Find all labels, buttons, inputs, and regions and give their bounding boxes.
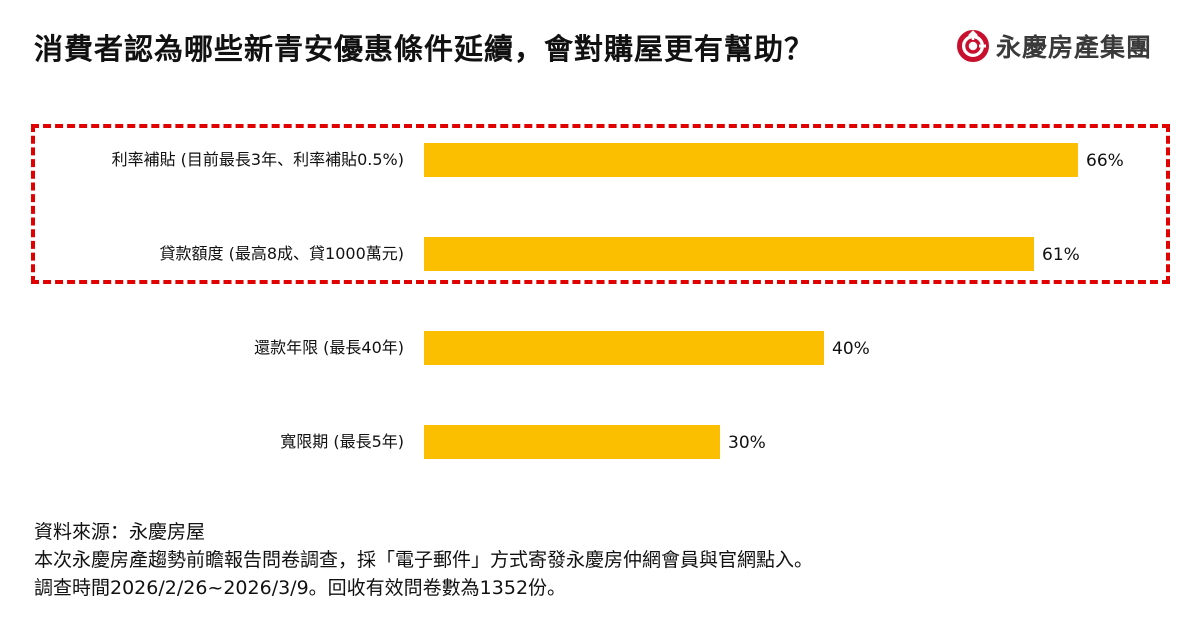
bar-row: 利率補貼 (目前最長3年、利率補貼0.5%) 66%	[0, 143, 1200, 177]
source-note: 資料來源：永慶房屋	[34, 521, 206, 543]
bar-label: 寬限期 (最長5年)	[280, 432, 404, 451]
bar-value-label: 30%	[728, 433, 766, 453]
bar-row: 寬限期 (最長5年) 30%	[0, 425, 1200, 459]
bar	[424, 143, 1078, 177]
brand-logo: 永慶房產集團	[956, 28, 1152, 64]
bar	[424, 331, 824, 365]
highlight-dashed-box	[31, 124, 1170, 284]
bar-row: 還款年限 (最長40年) 40%	[0, 331, 1200, 365]
logo-text: 永慶房產集團	[996, 33, 1153, 62]
method-note: 本次永慶房產趨勢前瞻報告問卷調查，採「電子郵件」方式寄發永慶房仲網會員與官網點入…	[34, 549, 814, 571]
period-note: 調查時間2026/2/26~2026/3/9。回收有效問卷數為1352份。	[34, 577, 567, 599]
bar	[424, 425, 720, 459]
footnote: 資料來源：永慶房屋 本次永慶房產趨勢前瞻報告問卷調查，採「電子郵件」方式寄發永慶…	[34, 518, 813, 602]
bar-row: 貸款額度 (最高8成、貸1000萬元) 61%	[0, 237, 1200, 271]
bar-value-label: 40%	[832, 339, 870, 359]
bar	[424, 237, 1034, 271]
circular-arrow-logo-icon	[957, 30, 989, 62]
bar-value-label: 66%	[1086, 151, 1124, 171]
chart-title: 消費者認為哪些新青安優惠條件延續，會對購屋更有幫助？	[34, 32, 815, 66]
bar-value-label: 61%	[1042, 245, 1080, 265]
bar-label: 還款年限 (最長40年)	[254, 338, 404, 357]
bar-label: 利率補貼 (目前最長3年、利率補貼0.5%)	[111, 150, 404, 169]
bar-label: 貸款額度 (最高8成、貸1000萬元)	[159, 244, 404, 263]
